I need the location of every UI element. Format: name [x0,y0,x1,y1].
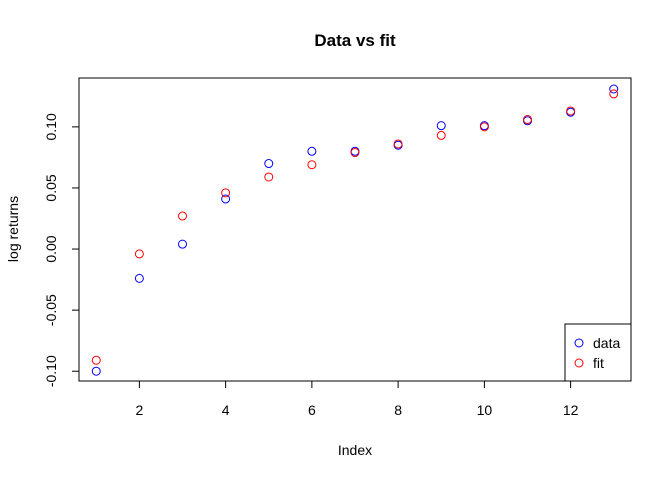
x-tick-label: 6 [308,402,316,418]
fit-point [393,139,403,149]
fit-point [609,89,619,99]
fit-point [523,115,532,125]
fit-point [134,249,144,259]
x-tick-label: 8 [394,402,402,418]
x-tick-label: 12 [563,402,579,418]
fit-point [178,211,187,221]
x-tick-label: 2 [135,402,143,418]
x-tick-label: 4 [222,402,230,418]
data-point [436,121,446,131]
data-point [178,239,187,249]
y-tick-label: 0.00 [43,235,59,262]
legend-box [564,323,632,382]
data-point [221,194,231,204]
fit-point [307,160,317,170]
fit-point [221,188,231,198]
fit-point [350,148,360,158]
x-axis-label: Index [338,442,372,458]
data-point [609,84,619,94]
data-point [307,146,317,156]
data-points [91,84,619,376]
legend-label-data: data [593,335,620,351]
fit-point [566,106,576,116]
fit-point [436,130,446,140]
chart-title: Data vs fit [314,31,396,50]
legend-label-fit: fit [593,355,604,371]
y-tick-label: -0.10 [43,355,59,387]
y-axis: -0.10 -0.05 0.00 0.05 0.10 [43,113,80,387]
data-point [91,366,101,376]
y-tick-label: -0.05 [43,294,59,326]
legend-marker-fit [574,358,584,368]
y-axis-label: log returns [5,196,21,262]
fit-point [91,355,101,365]
data-point [134,273,144,283]
fit-point [479,122,489,132]
legend: data fit [564,323,632,382]
x-axis: 2 4 6 8 10 12 [135,380,579,418]
legend-marker-data [574,338,584,348]
plot-frame [78,77,632,382]
y-tick-label: 0.05 [43,174,59,201]
fit-point [264,172,274,182]
data-point [264,159,274,169]
x-tick-label: 10 [477,402,493,418]
y-tick-label: 0.10 [43,113,59,140]
